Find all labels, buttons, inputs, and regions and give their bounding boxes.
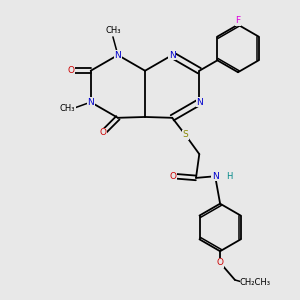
Text: CH₂CH₃: CH₂CH₃ [240,278,271,287]
Text: F: F [236,16,241,25]
Text: N: N [212,172,218,181]
Text: CH₃: CH₃ [105,26,121,35]
Text: N: N [87,98,94,106]
Text: H: H [226,172,232,181]
Text: O: O [100,128,106,137]
Text: S: S [183,130,188,140]
Text: N: N [169,51,175,60]
Text: O: O [68,66,74,75]
Text: O: O [217,258,224,267]
Text: N: N [196,98,203,106]
Text: O: O [169,172,176,181]
Text: CH₃: CH₃ [60,103,75,112]
Text: N: N [115,51,121,60]
